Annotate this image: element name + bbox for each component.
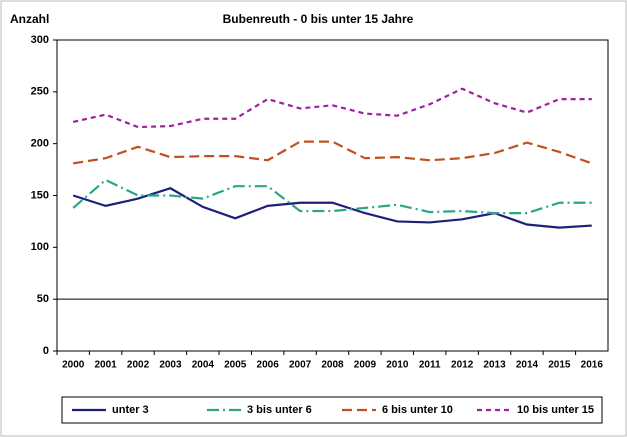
y-tick-label: 150 (31, 189, 49, 201)
x-tick-label: 2014 (516, 360, 539, 371)
x-tick-label: 2010 (386, 360, 409, 371)
chart-title: Bubenreuth - 0 bis unter 15 Jahre (223, 12, 414, 26)
legend-label: 10 bis unter 15 (517, 404, 594, 416)
y-tick-label: 50 (37, 293, 49, 305)
x-tick-label: 2007 (289, 360, 312, 371)
series-line (72, 87, 592, 129)
y-axis-label: Anzahl (10, 12, 49, 26)
x-tick-label: 2000 (62, 360, 85, 371)
y-tick-label: 300 (31, 34, 49, 46)
x-tick-label: 2012 (451, 360, 474, 371)
x-tick-label: 2009 (354, 360, 377, 371)
x-tick-label: 2003 (159, 360, 182, 371)
x-tick-label: 2013 (483, 360, 506, 371)
legend-label: 6 bis unter 10 (382, 404, 453, 416)
x-tick-label: 2016 (581, 360, 604, 371)
y-tick-label: 0 (43, 345, 49, 357)
series-line (72, 187, 592, 229)
x-tick-label: 2005 (224, 360, 247, 371)
y-tick-label: 100 (31, 241, 49, 253)
y-tick-label: 200 (31, 138, 49, 150)
legend-label: unter 3 (112, 404, 149, 416)
x-tick-label: 2015 (548, 360, 571, 371)
x-tick-label: 2011 (419, 360, 441, 371)
x-tick-label: 2002 (127, 360, 150, 371)
legend-label: 3 bis unter 6 (247, 404, 312, 416)
x-tick-label: 2008 (321, 360, 344, 371)
x-tick-label: 2004 (192, 360, 215, 371)
y-tick-label: 250 (31, 86, 49, 98)
x-tick-label: 2006 (257, 360, 280, 371)
legend-box (61, 396, 603, 424)
x-tick-label: 2001 (94, 360, 117, 371)
